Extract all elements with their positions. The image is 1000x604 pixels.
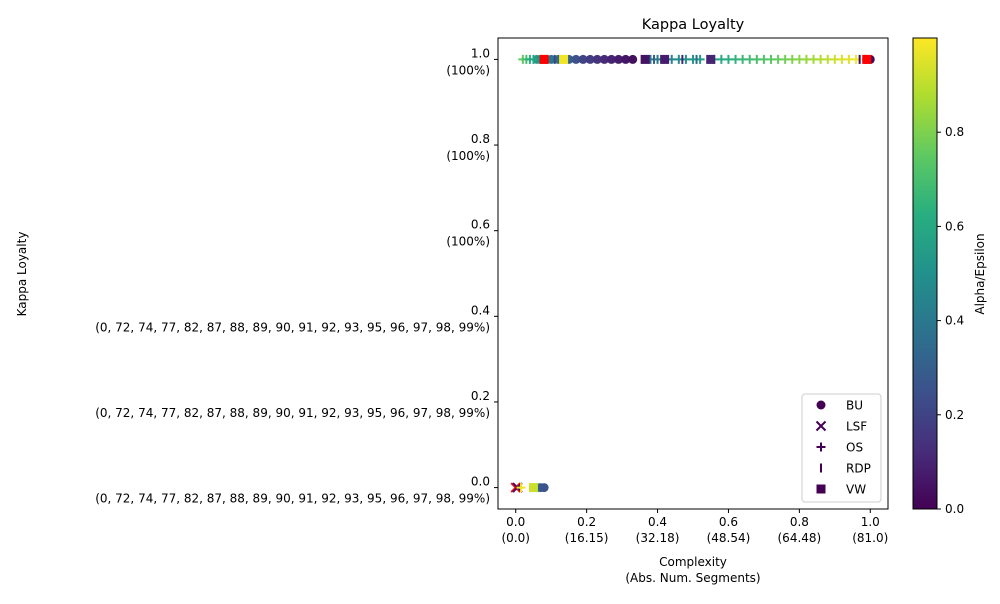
y-tick-label: 1.0	[471, 46, 490, 60]
data-point-lsf	[510, 482, 521, 493]
data-point-vw	[660, 54, 670, 64]
data-point-bu	[592, 54, 602, 64]
data-point-bu	[599, 54, 609, 64]
data-point-vw	[640, 54, 650, 64]
y-tick-label: 0.6	[471, 218, 490, 232]
data-point-vw	[706, 54, 716, 64]
x-tick-label: 1.0	[861, 515, 880, 529]
legend-label-lsf: LSF	[846, 420, 867, 434]
data-point-bu	[621, 54, 631, 64]
x-tick-sublabel: (64.48)	[778, 531, 822, 545]
y-tick-label: 0.8	[471, 132, 490, 146]
data-point-bu	[614, 54, 624, 64]
x-axis-label-units: (Abs. Num. Segments)	[625, 571, 760, 585]
y-tick-sublabel: (100%)	[446, 235, 490, 249]
plot-frame	[497, 37, 889, 510]
colorbar-tick-label: 0.0	[945, 502, 964, 516]
x-ticks: 0.0 (0.0) 0.2 (16.15) 0.4 (32.18) 0.6 (48.54) 0.…	[502, 509, 888, 545]
y-tick-sublabel: (0, 72, 74, 77, 82, 87, 88, 89, 90, 91, …	[95, 320, 490, 334]
y-tick-label: 0.2	[471, 389, 490, 403]
x-tick-sublabel: (48.54)	[707, 531, 751, 545]
y-tick-label: 0.4	[471, 303, 490, 317]
y-tick-label: 0.0	[471, 475, 490, 489]
legend-marker-os	[816, 442, 826, 452]
legend-marker-bu	[816, 400, 826, 410]
colorbar-tick-label: 0.2	[945, 408, 964, 422]
legend: BU LSF OS RDP VW	[801, 393, 882, 503]
data-point-bu	[606, 54, 616, 64]
y-axis-label: Kappa Loyalty	[15, 232, 29, 317]
legend-label-bu: BU	[846, 399, 863, 413]
data-point-vw	[528, 483, 538, 493]
y-tick-sublabel: (0, 72, 74, 77, 82, 87, 88, 89, 90, 91, …	[95, 492, 490, 506]
colorbar-label: Alpha/Epsilon	[973, 233, 987, 314]
scatter-marks	[510, 54, 875, 493]
data-point-bu	[539, 483, 549, 493]
x-tick-label: 0.6	[719, 515, 738, 529]
data-point-vw	[559, 54, 569, 64]
legend-label-rdp: RDP	[846, 462, 871, 476]
x-tick-sublabel: (0.0)	[502, 531, 530, 545]
legend-box	[801, 393, 882, 503]
x-tick-label: 0.0	[506, 515, 525, 529]
data-point-os	[528, 54, 538, 64]
data-point-vw	[862, 54, 872, 64]
x-tick-label: 0.4	[648, 515, 667, 529]
colorbar-tick-label: 0.6	[945, 219, 964, 233]
data-point-bu	[628, 54, 638, 64]
data-point-bu	[578, 54, 588, 64]
y-ticks: 0.0 (0, 72, 74, 77, 82, 87, 88, 89, 90, 9…	[95, 46, 498, 506]
data-point-os	[516, 483, 526, 493]
legend-label-vw: VW	[846, 483, 866, 497]
legend-marker-lsf	[815, 420, 827, 432]
y-tick-sublabel: (100%)	[446, 149, 490, 163]
y-tick-sublabel: (100%)	[446, 63, 490, 77]
y-tick-sublabel: (0, 72, 74, 77, 82, 87, 88, 89, 90, 91, …	[95, 406, 490, 420]
x-tick-sublabel: (16.15)	[565, 531, 609, 545]
data-point-vw	[539, 54, 549, 64]
legend-marker-vw	[816, 484, 826, 494]
x-tick-sublabel: (81.0)	[852, 531, 888, 545]
x-axis-label: Complexity	[659, 555, 727, 569]
data-point-bu	[571, 54, 581, 64]
data-point-bu	[585, 54, 595, 64]
data-point-bu	[546, 54, 556, 64]
legend-label-os: OS	[846, 441, 863, 455]
colorbar-tick-label: 0.8	[945, 125, 964, 139]
x-tick-label: 0.2	[577, 515, 596, 529]
x-tick-sublabel: (32.18)	[636, 531, 680, 545]
chart-title: Kappa Loyalty	[642, 17, 745, 33]
colorbar-gradient	[912, 37, 938, 510]
colorbar: 0.0 0.2 0.4 0.6 0.8 Alpha/Epsilon	[912, 37, 987, 516]
colorbar-tick-label: 0.4	[945, 314, 964, 328]
x-tick-label: 0.8	[790, 515, 809, 529]
